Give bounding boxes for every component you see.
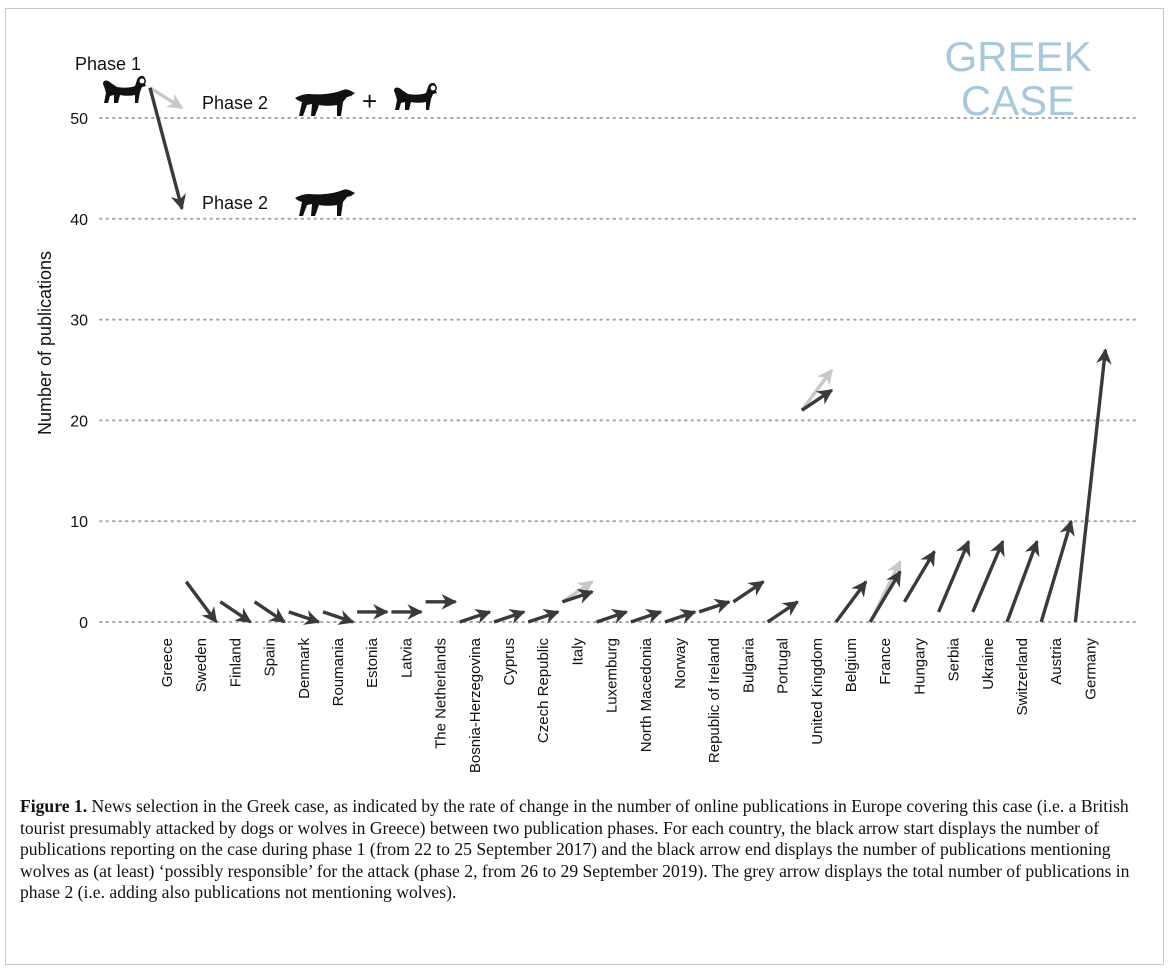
- black-arrow: [527, 608, 560, 624]
- x-tick-label: Sweden: [193, 638, 210, 692]
- legend-phase2-total-label: Phase 2: [202, 93, 268, 113]
- dog-icon: [394, 82, 437, 110]
- x-tick-label: Bosnia-Herzegovina: [467, 637, 484, 773]
- black-arrow: [288, 610, 321, 625]
- x-tick-label: Belgium: [843, 638, 860, 692]
- x-tick-label: Denmark: [296, 638, 313, 699]
- black-arrow: [596, 608, 629, 624]
- wolf-icon: [295, 89, 355, 116]
- x-tick-label: Norway: [672, 638, 689, 689]
- black-arrow: [184, 580, 218, 624]
- y-tick-labels: 0 10 20 30 40 50: [70, 111, 88, 632]
- black-arrow: [698, 598, 731, 614]
- y-tick-label: 20: [70, 413, 88, 430]
- x-tick-label: Switzerland: [1014, 638, 1031, 716]
- x-tick-label: Cyprus: [501, 638, 518, 686]
- x-tick-label: North Macedonia: [638, 637, 655, 752]
- x-tick-label: Germany: [1082, 638, 1099, 700]
- legend-plus: +: [362, 86, 377, 116]
- x-tick-label: Latvia: [398, 637, 415, 678]
- wolf-icon: [295, 189, 355, 216]
- arrow-chart: 0 10 20 30 40 50 Number of publications GREEK…: [35, 33, 1141, 773]
- black-arrow: [493, 608, 526, 624]
- x-tick-label: Republic of Ireland: [706, 638, 723, 763]
- black-arrow: [868, 570, 902, 623]
- x-tick-label: Estonia: [364, 637, 381, 688]
- black-arrow: [630, 608, 663, 624]
- chart-title-line-1: GREEK: [944, 33, 1091, 80]
- black-arrow: [219, 600, 252, 624]
- x-tick-label: Portugal: [775, 638, 792, 694]
- black-arrow: [937, 539, 971, 613]
- figure-frame: [5, 8, 1164, 965]
- y-tick-label: 40: [70, 212, 88, 229]
- black-arrow: [971, 539, 1005, 613]
- x-tick-label: Finland: [227, 638, 244, 687]
- black-arrow: [800, 388, 834, 412]
- grey-arrow: [800, 368, 834, 412]
- black-arrow: [1039, 519, 1075, 623]
- x-tick-label: Czech Republic: [535, 638, 552, 744]
- x-tick-label: Ukraine: [980, 638, 997, 690]
- x-tick-label: Italy: [569, 638, 586, 666]
- x-tick-label: Austria: [1048, 637, 1065, 684]
- legend-phase2-wolves-label: Phase 2: [202, 193, 268, 213]
- y-axis-label: Number of publications: [35, 251, 55, 435]
- x-tick-label: France: [877, 638, 894, 685]
- black-arrow: [1073, 348, 1112, 623]
- arrows: [148, 86, 1112, 625]
- black-arrow: [664, 608, 697, 624]
- black-arrow: [902, 550, 936, 603]
- x-tick-label: Spain: [262, 638, 279, 676]
- black-arrow: [1005, 539, 1040, 623]
- black-arrow: [732, 580, 765, 604]
- x-tick-label: Hungary: [911, 638, 928, 695]
- black-arrow: [148, 87, 186, 211]
- caption-label: Figure 1.: [20, 796, 88, 816]
- black-arrow: [459, 608, 492, 624]
- x-tick-label: United Kingdom: [809, 638, 826, 745]
- black-arrow: [253, 600, 286, 624]
- x-tick-label: The Netherlands: [433, 638, 450, 749]
- black-arrow: [322, 610, 355, 625]
- black-arrow: [561, 588, 594, 604]
- black-arrow: [834, 580, 868, 624]
- chart-title-line-2: CASE: [961, 77, 1075, 124]
- figure-caption: Figure 1. News selection in the Greek ca…: [20, 796, 1140, 904]
- x-tick-label: Luxemburg: [604, 638, 621, 713]
- dog-icon: [103, 75, 146, 103]
- x-tick-label: Roumania: [330, 637, 347, 706]
- y-tick-label: 10: [70, 514, 88, 531]
- x-tick-label: Bulgaria: [740, 637, 757, 693]
- x-tick-label: Greece: [159, 638, 176, 687]
- y-tick-label: 30: [70, 313, 88, 330]
- y-tick-label: 0: [79, 615, 88, 632]
- caption-text: News selection in the Greek case, as ind…: [20, 796, 1130, 902]
- y-tick-label: 50: [70, 111, 88, 128]
- x-tick-labels: Greece Sweden Finland Spain Denmark Roumania E…: [159, 637, 1099, 773]
- legend-phase1-label: Phase 1: [75, 54, 141, 74]
- grey-arrow: [149, 86, 184, 110]
- black-arrow: [766, 600, 799, 624]
- x-tick-label: Serbia: [946, 637, 963, 681]
